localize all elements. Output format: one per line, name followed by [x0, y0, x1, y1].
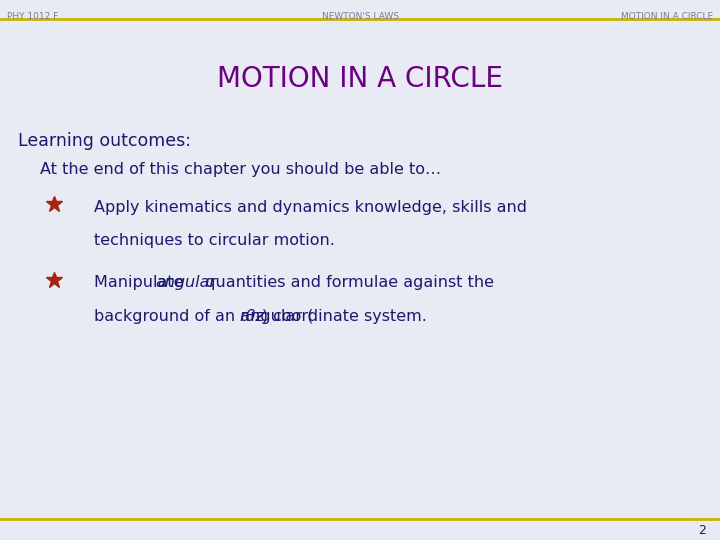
Text: quantities and formulae against the: quantities and formulae against the [194, 275, 494, 291]
Text: At the end of this chapter you should be able to…: At the end of this chapter you should be… [40, 162, 441, 177]
Text: -) coordinate system.: -) coordinate system. [256, 309, 428, 324]
Text: background of an angular (: background of an angular ( [94, 309, 313, 324]
Text: techniques to circular motion.: techniques to circular motion. [94, 233, 335, 248]
Text: MOTION IN A CIRCLE: MOTION IN A CIRCLE [621, 12, 713, 21]
Text: PHY 1012 F: PHY 1012 F [7, 12, 58, 21]
Text: rθz: rθz [240, 309, 264, 324]
Text: NEWTON'S LAWS: NEWTON'S LAWS [322, 12, 398, 21]
Text: Learning outcomes:: Learning outcomes: [18, 132, 191, 150]
Text: angular: angular [156, 275, 217, 291]
Text: Manipulate: Manipulate [94, 275, 188, 291]
Text: Apply kinematics and dynamics knowledge, skills and: Apply kinematics and dynamics knowledge,… [94, 200, 526, 215]
Text: MOTION IN A CIRCLE: MOTION IN A CIRCLE [217, 65, 503, 93]
Text: 2: 2 [698, 524, 706, 537]
